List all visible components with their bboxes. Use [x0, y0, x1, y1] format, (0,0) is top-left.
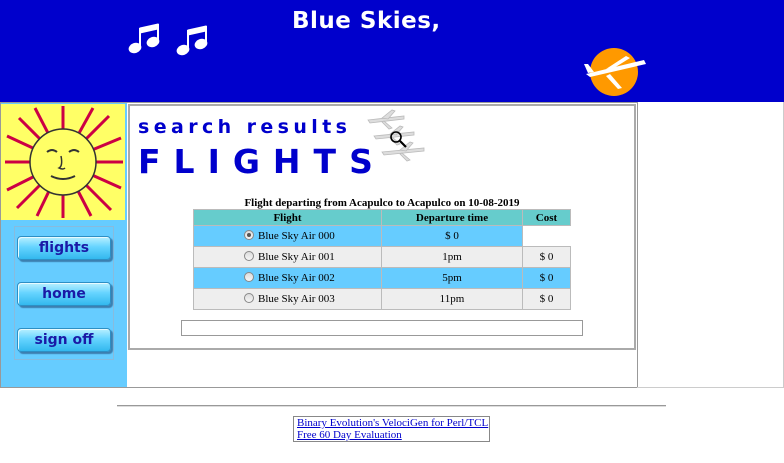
free-evaluation-link[interactable]: Free 60 Day Evaluation	[297, 429, 402, 441]
flight-radio[interactable]	[244, 251, 254, 261]
flight-name: Blue Sky Air 003	[258, 293, 335, 305]
cost-cell: $ 0	[522, 288, 571, 310]
sign-off-button[interactable]: sign off	[17, 328, 111, 352]
departure-cell: 1pm	[381, 246, 523, 268]
table-row: Blue Sky Air 001 1pm $ 0	[193, 246, 571, 268]
airplane-logo-icon	[584, 48, 646, 96]
flight-name: Blue Sky Air 000	[258, 230, 335, 242]
column-header-departure-time: Departure time	[381, 209, 523, 226]
music-notes-icon	[128, 23, 208, 56]
table-row: Blue Sky Air 003 11pm $ 0	[193, 288, 571, 310]
flight-radio[interactable]	[244, 230, 254, 240]
flight-cell: Blue Sky Air 003	[193, 288, 382, 310]
flight-name: Blue Sky Air 001	[258, 251, 335, 263]
flights-table: Flight Departure time Cost Blue Sky Air …	[193, 209, 571, 310]
flight-cell: Blue Sky Air 000	[193, 225, 382, 247]
sun-icon	[5, 106, 123, 218]
flights-heading: FLIGHTS	[138, 142, 386, 181]
home-button[interactable]: home	[17, 282, 111, 306]
flight-name: Blue Sky Air 002	[258, 272, 335, 284]
velocigen-link[interactable]: Binary Evolution's VelociGen for Perl/TC…	[297, 417, 489, 429]
empty-bar	[181, 320, 583, 336]
divider	[117, 405, 666, 407]
cost-cell	[522, 225, 571, 247]
nav-box	[14, 226, 114, 360]
column-header-flight: Flight	[193, 209, 382, 226]
right-frame	[637, 102, 784, 388]
table-row: Blue Sky Air 002 5pm $ 0	[193, 267, 571, 289]
flights-button[interactable]: flights	[17, 236, 111, 260]
departure-cell: 11pm	[381, 288, 523, 310]
flight-cell: Blue Sky Air 002	[193, 267, 382, 289]
flight-radio[interactable]	[244, 293, 254, 303]
flight-caption: Flight departing from Acapulco to Acapul…	[244, 197, 520, 209]
column-header-cost: Cost	[522, 209, 571, 226]
departure-cell: 5pm	[381, 267, 523, 289]
flight-radio[interactable]	[244, 272, 254, 282]
flight-cell: Blue Sky Air 001	[193, 246, 382, 268]
table-header-row: Flight Departure time Cost	[193, 209, 571, 226]
sun-logo	[1, 104, 125, 220]
cost-cell: $ 0	[522, 246, 571, 268]
site-title: Blue Skies,	[292, 8, 441, 34]
planes-magnifier-icon	[367, 109, 425, 162]
table-row: Blue Sky Air 000 $ 0	[193, 225, 571, 247]
search-results-heading: search results	[138, 116, 352, 138]
cost-cell: $ 0	[522, 267, 571, 289]
footer-ad: Binary Evolution's VelociGen for Perl/TC…	[293, 416, 490, 442]
departure-cell: $ 0	[381, 225, 523, 247]
